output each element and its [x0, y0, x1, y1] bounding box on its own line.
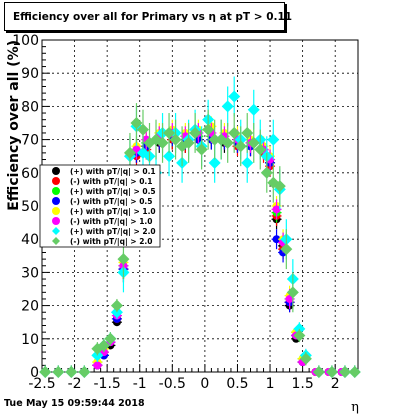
y-tick-label: 70 — [21, 133, 39, 149]
data-point — [39, 366, 52, 378]
data-point — [182, 136, 195, 149]
data-point — [123, 146, 136, 159]
legend-marker — [52, 227, 60, 235]
data-point — [97, 339, 110, 352]
data-point — [272, 235, 281, 244]
data-point — [273, 180, 286, 193]
y-tick-label: 100 — [12, 33, 39, 49]
y-tick-label: 20 — [21, 299, 39, 315]
legend-marker — [52, 217, 60, 225]
data-point — [228, 90, 241, 103]
y-axis-label: Efficiency over all (%) — [6, 40, 22, 211]
x-tick-label: -2 — [68, 376, 82, 392]
data-point — [163, 126, 176, 139]
data-point — [65, 366, 78, 378]
timestamp: Tue May 15 09:59:44 2018 — [4, 398, 145, 409]
x-tick-label: 1 — [266, 376, 275, 392]
data-point — [338, 366, 351, 378]
data-point — [325, 366, 338, 378]
x-axis-label: η — [351, 400, 359, 414]
legend-marker — [52, 177, 60, 185]
data-point — [293, 329, 306, 342]
data-point — [247, 136, 260, 149]
data-point — [93, 361, 102, 370]
data-point — [241, 126, 254, 139]
data-point — [267, 133, 280, 146]
y-tick-label: 0 — [30, 365, 39, 381]
data-point — [117, 253, 130, 266]
data-point — [136, 123, 149, 136]
data-point — [195, 143, 208, 156]
data-point — [286, 286, 299, 299]
legend-label: (-) with pT/|q| > 1.0 — [70, 217, 152, 227]
legend-marker — [52, 207, 60, 215]
y-tick-label: 40 — [21, 232, 39, 248]
data-point — [221, 100, 234, 113]
data-point — [78, 366, 91, 378]
x-tick-label: 1.5 — [291, 376, 313, 392]
data-point — [241, 156, 254, 169]
x-tick-label: -1 — [133, 376, 147, 392]
chart-title: Efficiency over all for Primary vs η at … — [4, 2, 292, 31]
data-point — [104, 332, 117, 345]
data-point — [208, 156, 221, 169]
legend-label: (+) with pT/|q| > 1.0 — [70, 207, 156, 217]
y-tick-label: 10 — [21, 332, 39, 348]
legend-label: (-) with pT/|q| > 0.5 — [70, 197, 152, 207]
y-tick-label: 90 — [21, 66, 39, 82]
legend-label: (+) with pT/|q| > 0.1 — [70, 167, 156, 177]
data-point — [312, 366, 325, 378]
data-point — [156, 136, 169, 149]
data-point — [228, 126, 241, 139]
data-point — [348, 366, 361, 378]
data-point — [169, 133, 182, 146]
data-point — [234, 140, 247, 153]
data-point — [163, 150, 176, 163]
legend-label: (-) with pT/|q| > 2.0 — [70, 237, 152, 247]
legend-marker — [52, 187, 60, 195]
x-tick-label: 0.5 — [226, 376, 248, 392]
x-tick-label: -0.5 — [159, 376, 186, 392]
data-point — [247, 103, 260, 116]
y-tick-label: 80 — [21, 99, 39, 115]
legend-marker — [52, 197, 60, 205]
data-point — [221, 136, 234, 149]
data-point — [202, 123, 215, 136]
legend-marker — [52, 237, 60, 245]
data-point — [52, 366, 65, 378]
y-tick-label: 50 — [21, 199, 39, 215]
x-tick-label: -2.5 — [28, 376, 55, 392]
x-tick-label: 0 — [200, 376, 209, 392]
data-point — [254, 143, 267, 156]
legend-label: (+) with pT/|q| > 2.0 — [70, 227, 156, 237]
data-point — [189, 126, 202, 139]
y-tick-label: 60 — [21, 166, 39, 182]
data-point — [260, 166, 273, 179]
data-point — [208, 133, 221, 146]
data-point — [272, 205, 281, 214]
x-tick-label: -1.5 — [93, 376, 120, 392]
data-point — [280, 243, 293, 256]
legend-label: (+) with pT/|q| > 0.5 — [70, 187, 156, 197]
y-tick-label: 30 — [21, 265, 39, 281]
data-point — [299, 352, 312, 365]
x-tick-label: 2 — [331, 376, 340, 392]
data-point — [110, 299, 123, 312]
legend-label: (-) with pT/|q| > 0.1 — [70, 177, 152, 187]
legend-box — [39, 164, 161, 248]
legend-marker — [52, 167, 60, 175]
data-point — [130, 117, 143, 129]
